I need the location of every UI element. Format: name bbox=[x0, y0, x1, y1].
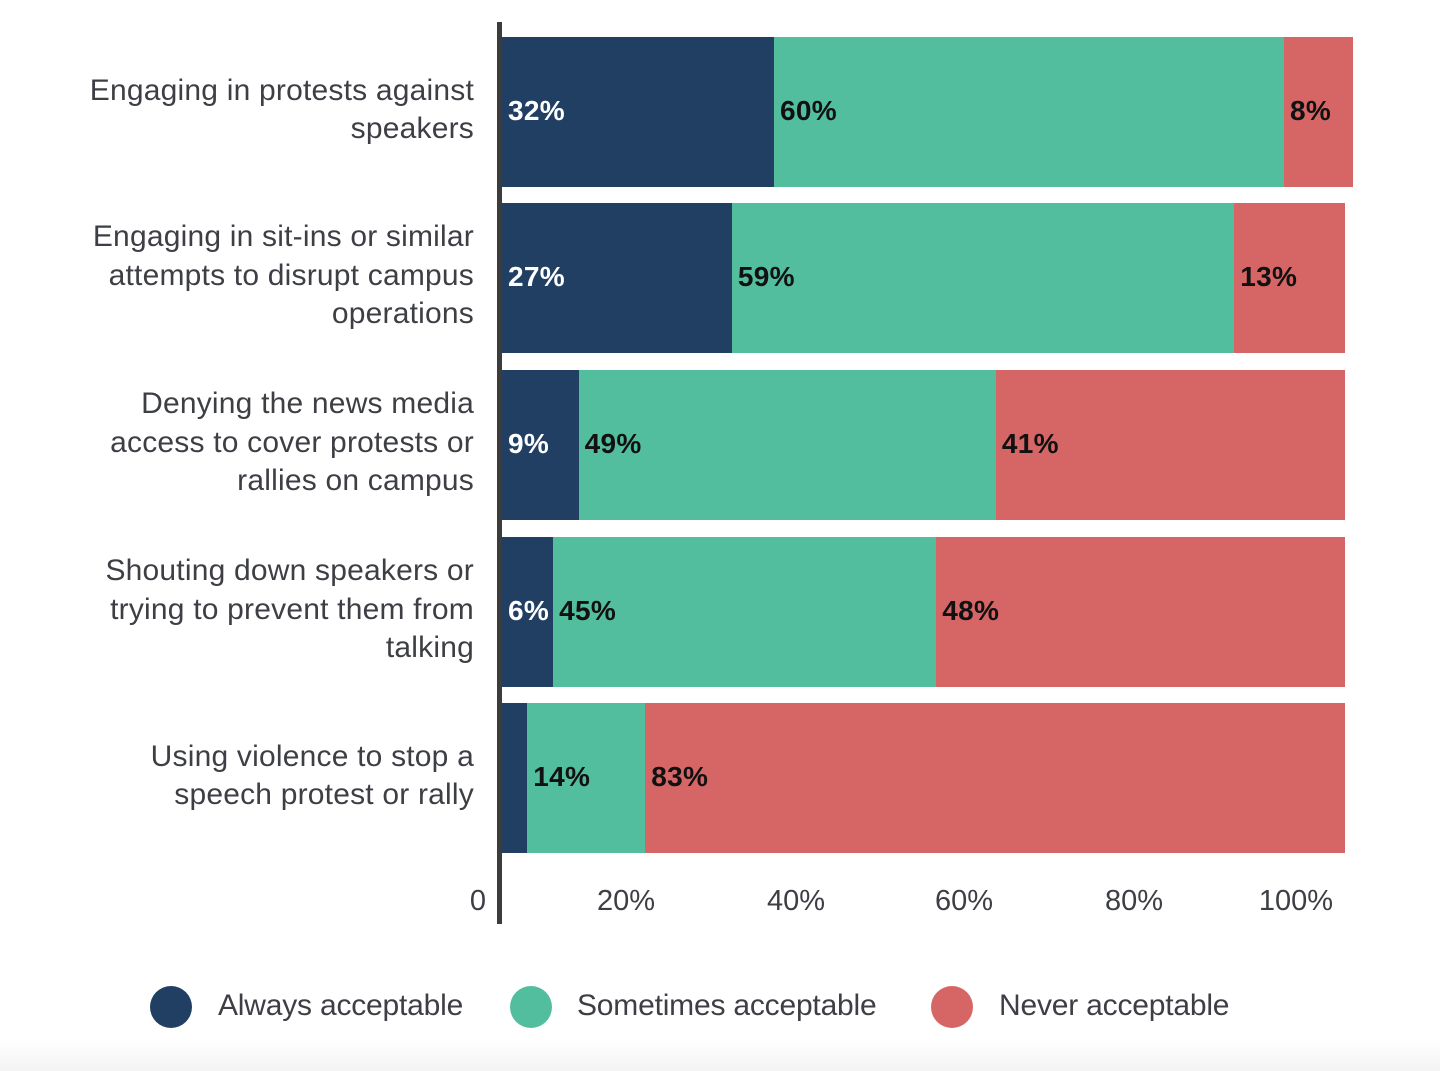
bar-segment-always-acceptable bbox=[502, 37, 775, 187]
legend-swatch-icon bbox=[510, 986, 552, 1028]
category-label-line: talking bbox=[385, 631, 474, 665]
x-tick-label: 80% bbox=[1104, 885, 1164, 917]
data-label: 14% bbox=[533, 761, 591, 792]
legend-label: Sometimes acceptable bbox=[577, 989, 877, 1022]
data-label: 13% bbox=[1240, 261, 1298, 292]
legend: Always acceptable Sometimes acceptable Nev… bbox=[0, 986, 1440, 1030]
bar-segment-always-acceptable bbox=[502, 537, 554, 687]
category-label: Engaging in sit-ins or similar attempts t… bbox=[34, 218, 474, 334]
x-tick-label: 20% bbox=[596, 885, 656, 917]
bar-segment-always-acceptable bbox=[502, 203, 733, 353]
category-label-line: Engaging in protests against bbox=[89, 73, 474, 107]
category-label: Denying the news media access to cover pr… bbox=[34, 385, 474, 501]
data-label: 59% bbox=[737, 261, 795, 292]
category-label-line: operations bbox=[331, 297, 474, 331]
data-label: 27% bbox=[508, 261, 565, 292]
bottom-fade bbox=[0, 1040, 1440, 1071]
legend-swatch-icon bbox=[931, 986, 973, 1028]
x-tick-label: 100% bbox=[1258, 885, 1334, 917]
bar-segment-never-acceptable bbox=[1234, 203, 1346, 353]
data-label: 49% bbox=[584, 428, 642, 459]
category-label-line: Denying the news media bbox=[141, 387, 474, 421]
category-label: Shouting down speakers or trying to preve… bbox=[34, 552, 474, 668]
data-label: 48% bbox=[942, 595, 1000, 626]
data-label: 6% bbox=[508, 595, 550, 626]
category-label-line: attempts to disrupt campus bbox=[108, 258, 474, 292]
bar-segment-sometimes-acceptable bbox=[527, 703, 646, 853]
category-label-line: Using violence to stop a bbox=[150, 739, 474, 773]
x-tick-label: 40% bbox=[766, 885, 826, 917]
bar-segment-sometimes-acceptable bbox=[774, 37, 1285, 187]
bar-segment-sometimes-acceptable bbox=[578, 370, 997, 520]
category-label-line: speakers bbox=[350, 112, 474, 145]
data-label: 8% bbox=[1290, 95, 1332, 126]
x-tick-label: 0 bbox=[469, 885, 487, 917]
data-label: 60% bbox=[780, 95, 837, 126]
bar-segment-sometimes-acceptable bbox=[731, 203, 1235, 353]
x-tick-label: 60% bbox=[934, 885, 994, 917]
bar-segment-always-acceptable bbox=[502, 703, 528, 853]
legend-label: Always acceptable bbox=[218, 989, 464, 1022]
category-label: Engaging in protests against speakers bbox=[34, 72, 474, 149]
category-label-line: rallies on campus bbox=[237, 464, 474, 498]
data-label: 45% bbox=[559, 595, 617, 626]
data-label: 32% bbox=[508, 95, 565, 126]
category-label: Using violence to stop a speech protest o… bbox=[34, 738, 474, 815]
legend-label: Never acceptable bbox=[999, 989, 1230, 1022]
y-axis-line bbox=[497, 22, 502, 924]
bar-segment-never-acceptable bbox=[936, 537, 1346, 687]
category-label-line: Engaging in sit-ins or similar bbox=[92, 220, 474, 254]
bar-segment-never-acceptable bbox=[995, 370, 1346, 520]
legend-swatch-icon bbox=[150, 986, 192, 1028]
bar-segment-sometimes-acceptable bbox=[553, 537, 937, 687]
bar-segment-never-acceptable bbox=[1284, 37, 1353, 187]
category-label-line: Shouting down speakers or bbox=[105, 554, 474, 588]
data-label: 9% bbox=[508, 428, 550, 459]
category-label-line: access to cover protests or bbox=[110, 425, 474, 459]
data-label: 83% bbox=[651, 761, 709, 792]
category-label-line: trying to prevent them from bbox=[110, 592, 474, 626]
data-label: 41% bbox=[1001, 428, 1059, 459]
bar-segment-always-acceptable bbox=[502, 370, 580, 520]
bar-segment-never-acceptable bbox=[645, 703, 1346, 853]
category-label-line: speech protest or rally bbox=[174, 778, 474, 811]
